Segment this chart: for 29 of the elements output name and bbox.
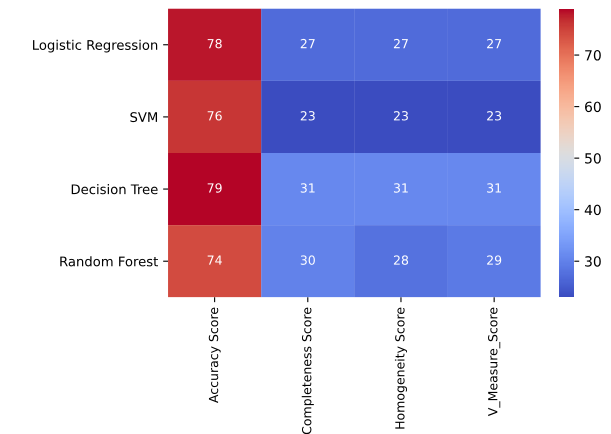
x-tick-label: Completeness Score — [302, 308, 314, 434]
data-label: 27 — [300, 38, 315, 48]
y-tick-label: Random Forest — [60, 256, 158, 266]
data-label: 74 — [208, 256, 222, 265]
color-bar-label: 60 — [585, 102, 601, 112]
data-label: 29 — [487, 255, 502, 265]
data-label: 31 — [394, 183, 408, 193]
x-tick-label: V_Measure_Score — [488, 308, 500, 416]
data-label: 78 — [208, 38, 222, 48]
data-label: 76 — [208, 111, 222, 121]
color-bar-label: 30 — [585, 256, 601, 267]
data-label: 23 — [394, 111, 408, 121]
data-label: 31 — [300, 183, 315, 193]
y-tick-label: Decision Tree — [72, 184, 158, 194]
data-label: 23 — [300, 111, 315, 121]
data-label: 27 — [487, 38, 502, 48]
x-tick-label: Homogeneity Score — [394, 308, 408, 429]
color-bar-label: 70 — [585, 50, 601, 61]
data-label: 27 — [394, 38, 408, 48]
data-label: 30 — [300, 255, 315, 265]
y-tick-label: SVM — [130, 112, 158, 122]
y-tick-label: Logistic Regression — [33, 40, 158, 53]
data-label: 28 — [394, 255, 408, 265]
x-tick-label: Accuracy Score — [208, 308, 221, 403]
data-label: 23 — [487, 111, 502, 121]
color-bar-label: 40 — [584, 204, 601, 216]
color-bar-label: 50 — [585, 153, 601, 164]
data-label: 31 — [487, 183, 501, 193]
data-label: 79 — [208, 183, 222, 193]
